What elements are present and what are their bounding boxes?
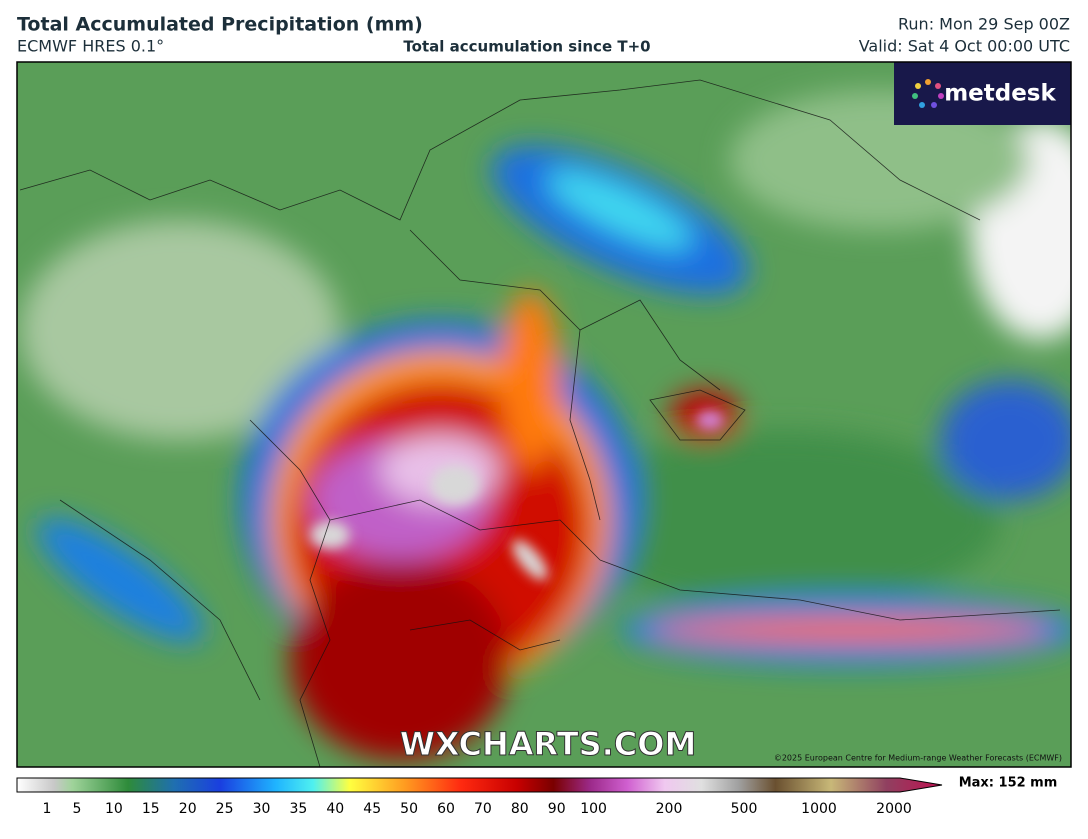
colorbar-label: 5 (73, 801, 82, 817)
colorbar-label: 60 (437, 801, 455, 817)
colorbar-label: 15 (142, 801, 160, 817)
watermark: WXCHARTS.COM (400, 725, 697, 763)
colorbar-label: 2000 (876, 801, 912, 817)
colorbar-label: 20 (179, 801, 197, 817)
colorbar-label: 1000 (801, 801, 837, 817)
colorbar-label: 1 (43, 801, 52, 817)
colorbar-label: 100 (580, 801, 607, 817)
colorbar-label: 500 (731, 801, 758, 817)
colorbar-label: 40 (326, 801, 344, 817)
colorbar-label: 90 (548, 801, 566, 817)
copyright: ©2025 European Centre for Medium-range W… (774, 754, 1062, 763)
colorbar-label: 45 (363, 801, 381, 817)
colorbar-labels: 1 5 10 15 20 25 30 35 40 45 50 60 70 80 90 100 200 500 100… (43, 801, 912, 817)
logo-text: metdesk (944, 81, 1056, 107)
title: Total Accumulated Precipitation (mm) (17, 14, 423, 36)
subtitle: ECMWF HRES 0.1° (17, 37, 164, 56)
max-label: Max: 152 mm (959, 776, 1058, 791)
colorbar-label: 10 (105, 801, 123, 817)
colorbar-label: 70 (474, 801, 492, 817)
logo-box (894, 62, 1071, 125)
colorbar-label: 35 (289, 801, 307, 817)
colorbar-label: 25 (216, 801, 234, 817)
run-time: Run: Mon 29 Sep 00Z (898, 15, 1070, 34)
colorbar-label: 30 (253, 801, 271, 817)
logo-icon (912, 79, 944, 108)
colorbar (16, 777, 943, 793)
colorbar-label: 200 (656, 801, 683, 817)
precip-map: metdesk WXCHARTS.COM ©2025 European Cent… (17, 62, 1071, 767)
map-frame (16, 61, 1072, 768)
center-text: Total accumulation since T+0 (403, 38, 650, 56)
valid-time: Valid: Sat 4 Oct 00:00 UTC (859, 37, 1070, 56)
colorbar-label: 50 (400, 801, 418, 817)
colorbar-label: 80 (511, 801, 529, 817)
